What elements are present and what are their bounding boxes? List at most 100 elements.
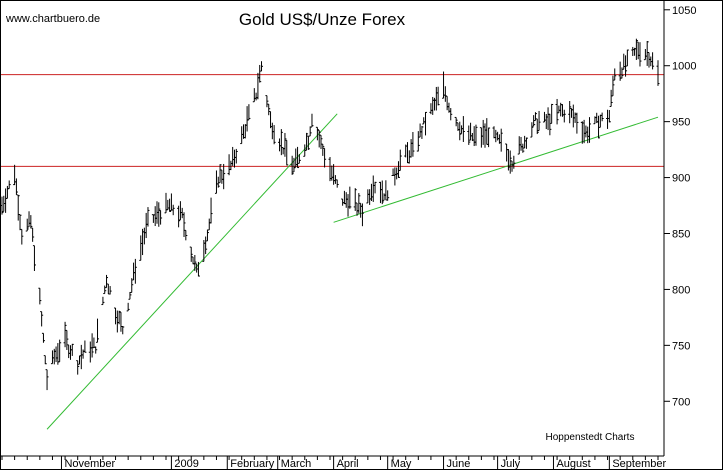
price-bar [512, 155, 516, 169]
price-bar [396, 161, 400, 178]
price-bar [220, 169, 224, 184]
price-bar [546, 107, 550, 131]
price-bar [265, 95, 269, 108]
price-bar [305, 132, 309, 151]
price-bar [247, 104, 251, 121]
price-bar [348, 186, 352, 209]
price-bar [461, 116, 465, 142]
price-bar [386, 190, 390, 201]
price-bar [70, 343, 74, 356]
price-bar [344, 192, 348, 208]
price-bar [16, 194, 20, 221]
price-bar [241, 124, 245, 139]
price-bar [424, 111, 428, 136]
price-bar [234, 148, 238, 164]
price-bar [638, 42, 642, 67]
price-bar [278, 138, 282, 152]
price-bar [269, 111, 273, 129]
x-tick-label: September [612, 458, 666, 470]
price-bar [328, 156, 332, 182]
price-bar [232, 149, 236, 168]
y-tick-label: 1050 [672, 5, 696, 17]
price-bar [182, 212, 186, 237]
price-bar [7, 180, 11, 190]
uptrend-1-line [46, 113, 338, 430]
price-bar [169, 193, 173, 212]
price-bar [65, 329, 69, 350]
price-bar [189, 246, 193, 262]
price-bar [126, 302, 130, 312]
price-bar [588, 117, 592, 143]
price-bar [481, 119, 485, 145]
x-tick-label: August [556, 458, 590, 470]
price-bar [580, 121, 584, 144]
price-bar [63, 321, 67, 348]
x-tick-label: May [391, 458, 412, 470]
price-bar [67, 344, 71, 359]
price-bar [523, 135, 527, 149]
price-bar [83, 340, 87, 353]
price-bar [373, 181, 377, 194]
price-bar [141, 228, 145, 256]
price-bar [550, 103, 554, 124]
credit-label: Hoppenstedt Charts [546, 432, 635, 443]
price-bar [393, 167, 397, 186]
x-tick-label: 2009 [174, 458, 198, 470]
price-bar [90, 333, 94, 358]
price-bar [178, 201, 182, 221]
price-bar [355, 202, 359, 216]
price-bar [38, 287, 42, 305]
price-bar [600, 112, 604, 122]
price-bar [32, 245, 36, 272]
price-bar [103, 285, 107, 295]
price-bar [474, 124, 478, 146]
price-bar [101, 296, 105, 306]
price-bar [335, 179, 339, 188]
price-bar [346, 194, 350, 217]
y-tick-label: 1000 [672, 61, 696, 73]
price-bar [445, 95, 449, 111]
price-bar [227, 154, 231, 176]
y-tick-label: 800 [672, 284, 690, 296]
watermark: www.chartbuero.de [5, 13, 100, 25]
price-bar [279, 129, 283, 156]
price-bar [409, 139, 413, 158]
price-bar [153, 206, 157, 227]
price-bar [416, 131, 420, 152]
price-bar [205, 229, 209, 242]
price-bar [533, 112, 537, 122]
price-bar [25, 218, 29, 232]
price-bar [94, 346, 98, 354]
price-bar [121, 325, 125, 335]
price-bar [292, 157, 296, 173]
price-bar [79, 344, 83, 370]
y-tick-label: 950 [672, 117, 690, 129]
price-bar [460, 125, 464, 135]
price-bar [58, 339, 62, 363]
price-bar [296, 146, 300, 169]
price-bar [115, 310, 119, 333]
price-bar [31, 227, 35, 242]
uptrend-2-line [333, 116, 659, 223]
price-bar [494, 129, 498, 143]
price-bar [398, 149, 402, 172]
price-bar [45, 369, 49, 391]
reference-lines-layer [0, 74, 664, 430]
price-bar [454, 116, 458, 127]
price-bar [317, 129, 321, 148]
price-bar [434, 86, 438, 111]
price-bar [151, 214, 155, 223]
price-bar [159, 209, 163, 225]
chart-title: Gold US$/Unze Forex [239, 10, 406, 29]
price-bar [315, 126, 319, 141]
price-bar [571, 104, 575, 128]
price-bar [606, 109, 610, 129]
y-tick-label: 700 [672, 396, 690, 408]
price-bar [166, 199, 170, 211]
price-bar [184, 229, 188, 241]
price-bar [568, 100, 572, 124]
price-bar [96, 318, 100, 343]
price-bar [624, 55, 628, 77]
